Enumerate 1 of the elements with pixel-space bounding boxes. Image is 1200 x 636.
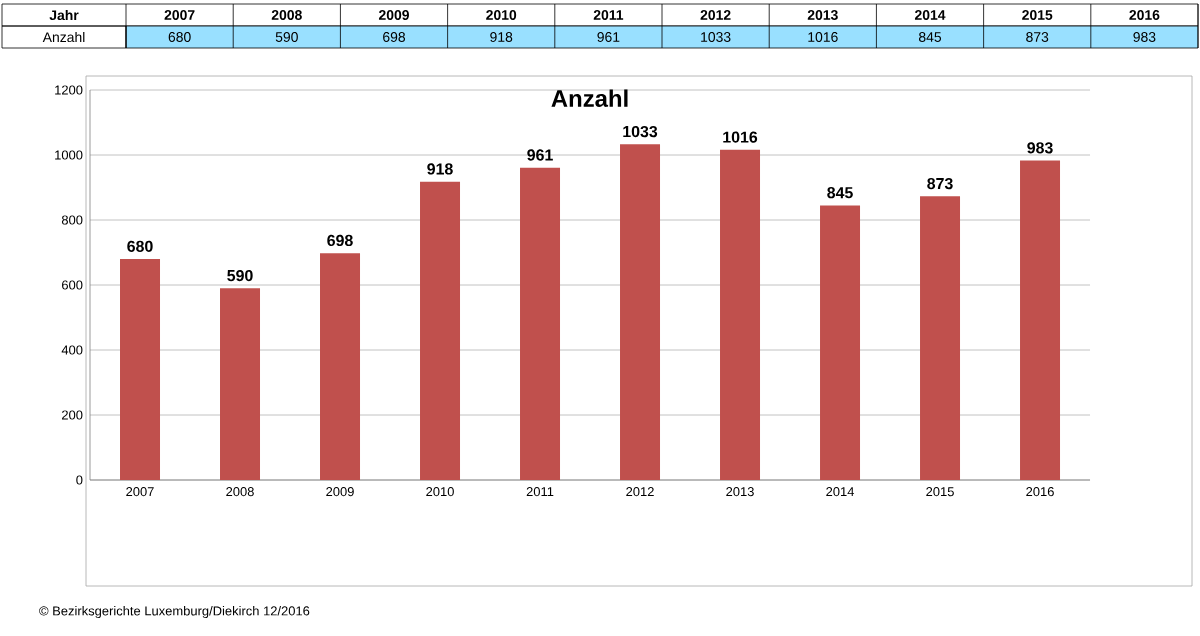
chart-title: Anzahl (551, 89, 628, 107)
